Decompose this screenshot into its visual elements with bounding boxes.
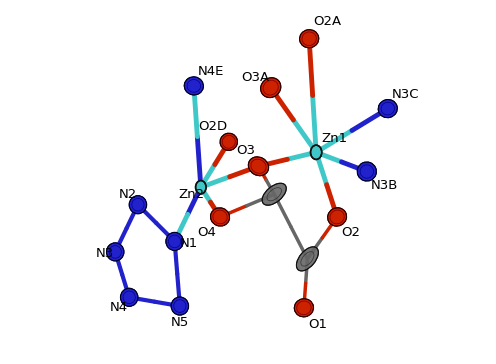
Ellipse shape xyxy=(121,288,138,306)
Text: O1: O1 xyxy=(308,318,327,331)
Ellipse shape xyxy=(357,162,376,181)
Text: O3: O3 xyxy=(236,144,255,157)
Ellipse shape xyxy=(328,208,347,226)
Ellipse shape xyxy=(378,99,397,118)
Text: O2A: O2A xyxy=(313,15,341,28)
Text: N4: N4 xyxy=(110,301,128,314)
Text: O4: O4 xyxy=(197,226,216,239)
Ellipse shape xyxy=(297,247,318,271)
Ellipse shape xyxy=(195,181,206,194)
Text: N1: N1 xyxy=(180,237,198,250)
Ellipse shape xyxy=(260,78,281,98)
Ellipse shape xyxy=(129,196,147,214)
Text: N3C: N3C xyxy=(392,88,420,101)
Ellipse shape xyxy=(310,145,322,159)
Text: N5: N5 xyxy=(171,316,189,329)
Ellipse shape xyxy=(166,232,184,250)
Text: O2: O2 xyxy=(341,226,360,239)
Text: O3A: O3A xyxy=(241,71,269,84)
Ellipse shape xyxy=(300,29,319,48)
Text: N4E: N4E xyxy=(198,66,224,78)
Text: Zn2: Zn2 xyxy=(178,188,204,201)
Ellipse shape xyxy=(294,299,313,317)
Text: N3B: N3B xyxy=(371,179,398,192)
Text: Zn1: Zn1 xyxy=(321,132,348,145)
Ellipse shape xyxy=(107,243,124,261)
Text: N3: N3 xyxy=(96,247,114,260)
Ellipse shape xyxy=(210,208,230,226)
Ellipse shape xyxy=(220,133,238,150)
Ellipse shape xyxy=(248,157,269,176)
Text: N2: N2 xyxy=(119,188,137,201)
Ellipse shape xyxy=(171,297,188,315)
Ellipse shape xyxy=(262,183,286,205)
Ellipse shape xyxy=(184,77,203,95)
Text: O2D: O2D xyxy=(198,120,227,132)
